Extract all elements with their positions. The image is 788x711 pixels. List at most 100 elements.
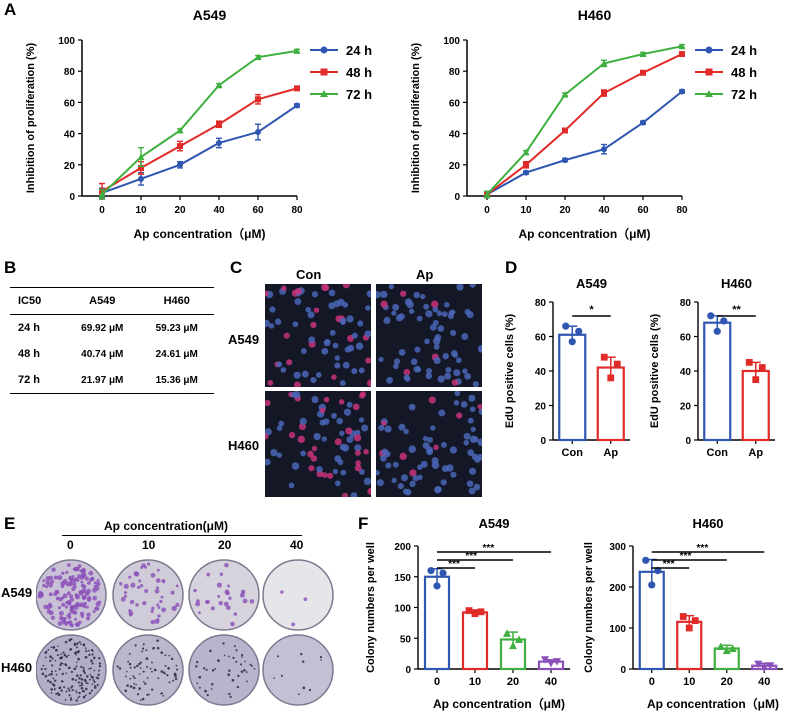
colony (93, 680, 96, 683)
colony (42, 664, 45, 667)
colony (67, 687, 70, 690)
y-tick-label: 100 (443, 36, 460, 47)
colony (93, 656, 96, 660)
colony (66, 591, 71, 596)
colony (98, 669, 101, 672)
nucleus (359, 392, 366, 399)
colony (92, 587, 97, 593)
data-point (483, 190, 491, 198)
colony (196, 682, 199, 685)
data-point (754, 660, 763, 669)
culture-dish (36, 634, 107, 706)
colony-col-label: 10 (142, 538, 156, 552)
colony (133, 677, 136, 680)
panel-letter-c: C (230, 258, 243, 277)
microscopy-row-label: A549 (228, 332, 260, 347)
colony (61, 571, 65, 575)
colony (151, 606, 155, 611)
data-point (255, 96, 261, 103)
nucleus (452, 352, 458, 358)
colony (78, 695, 81, 698)
colony (88, 692, 92, 695)
colony (244, 660, 246, 663)
nucleus (474, 456, 481, 463)
bar-chart-edu-a549: A549 0 20 40 60 80 EdU positive cells (%) Con Ap… (504, 276, 630, 459)
nuclei-layer (265, 284, 371, 387)
nucleus (404, 298, 413, 306)
colony (141, 697, 145, 701)
series-line (486, 45, 683, 196)
colony (116, 665, 119, 668)
colony (92, 679, 95, 682)
nucleus (300, 348, 307, 355)
colony (58, 615, 64, 621)
data-point (553, 658, 561, 666)
colony (98, 657, 101, 660)
nucleus (268, 323, 275, 329)
nucleus (340, 469, 347, 476)
nucleus (446, 464, 454, 472)
x-tick-label: 80 (291, 205, 303, 216)
nucleus (265, 428, 272, 436)
colony (74, 594, 80, 600)
nucleus (472, 381, 479, 387)
colony (49, 680, 52, 684)
colony (233, 645, 236, 648)
colony (125, 675, 127, 678)
series-line (486, 90, 683, 196)
colony (146, 562, 151, 566)
colony (154, 588, 160, 594)
data-point (294, 85, 300, 92)
colony (54, 670, 57, 672)
colony (227, 673, 231, 677)
nucleus (449, 446, 458, 454)
colony (195, 601, 201, 607)
colony (319, 655, 323, 659)
colony (125, 670, 128, 673)
x-tick-label: Con (707, 447, 729, 459)
colony (80, 678, 84, 681)
colony (69, 597, 75, 602)
data-point (294, 102, 300, 109)
nucleus (311, 396, 319, 404)
colony-col-label: 0 (67, 538, 74, 552)
colony (239, 592, 245, 598)
nucleus (420, 294, 426, 300)
colony (120, 596, 126, 602)
y-tick-label: 0 (454, 192, 460, 203)
data-point (215, 81, 223, 89)
colony-dishes (36, 559, 334, 706)
colony (320, 659, 322, 661)
colony (73, 642, 76, 645)
microscopy-image-a549-con (265, 284, 371, 387)
colony (249, 599, 255, 604)
table-row: 72 h 21.97 μM 15.36 μM (10, 367, 214, 394)
data-point (716, 642, 725, 650)
data-point (679, 613, 687, 620)
data-point (561, 91, 569, 98)
colony (245, 671, 248, 673)
y-tick-label: 20 (64, 161, 76, 172)
data-point (562, 127, 568, 134)
data-point (720, 317, 728, 325)
nucleus (469, 435, 478, 444)
data-point (98, 190, 106, 198)
nucleus (299, 417, 307, 426)
colony (93, 581, 97, 585)
colony (91, 662, 94, 665)
colony (88, 570, 94, 576)
data-point (607, 374, 615, 382)
colony (45, 585, 49, 589)
bar-chart-colony-a549: A549 0 50 100 150 200 Colony numbers per well 0… (365, 516, 570, 711)
nucleus (308, 465, 315, 472)
colony (41, 672, 45, 676)
nucleus (478, 408, 482, 415)
colony (273, 677, 275, 680)
colony (89, 576, 95, 582)
colony (61, 662, 64, 665)
culture-dish (188, 559, 260, 631)
colony (83, 690, 86, 693)
nucleus (445, 366, 452, 373)
colony (174, 677, 178, 680)
nucleus (276, 452, 282, 458)
